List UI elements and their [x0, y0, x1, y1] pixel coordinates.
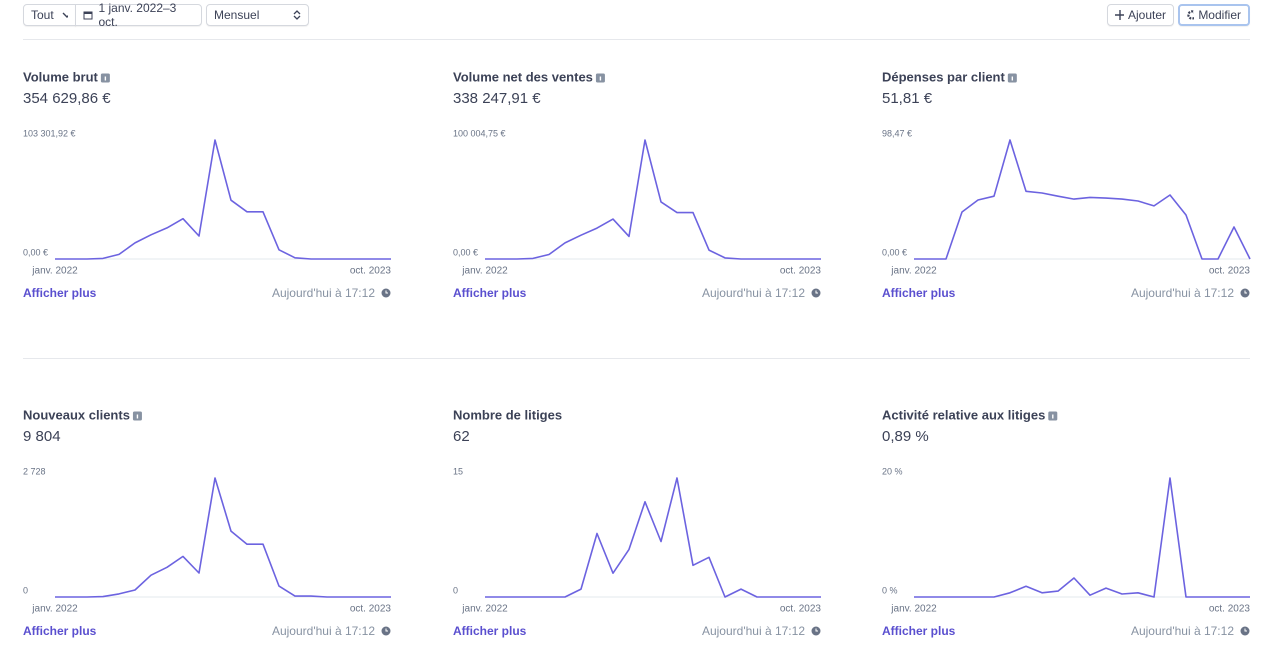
edit-button[interactable]: Modifier: [1178, 4, 1250, 26]
chart: Nouveaux clients 9 804 0 2 728 janv. 2022 oct…: [23, 407, 392, 638]
filter-select[interactable]: Tout: [23, 4, 76, 26]
metric-card: Nombre de litiges 62 0 15 janv. 2022 oct. 202…: [453, 403, 823, 643]
date-range-button[interactable]: 1 janv. 2022–3 oct.: [75, 1, 202, 29]
card-title: Volume brut: [23, 69, 99, 84]
y-tick-label: 0,00 €: [453, 247, 478, 257]
clock-hands: [815, 628, 818, 632]
y-tick-label: 2 728: [23, 466, 46, 476]
y-tick-label: 0: [23, 585, 28, 595]
more-link[interactable]: Afficher plus: [23, 286, 97, 300]
line-series: [485, 139, 821, 260]
chart: Activité relative aux litiges 0,89 % 0 % 20…: [882, 407, 1251, 638]
line-series: [914, 477, 1250, 598]
line-series: [55, 139, 391, 260]
x-tick-label: oct. 2023: [1209, 266, 1251, 277]
divider: [23, 358, 1250, 359]
card-title: Activité relative aux litiges: [882, 407, 1045, 422]
y-tick-label: 15: [453, 466, 463, 476]
metric-card: Activité relative aux litiges 0,89 % 0 % 20…: [882, 403, 1252, 643]
updown-icon: [293, 10, 301, 20]
card-title: Nouveaux clients: [23, 407, 130, 422]
chart: Dépenses par client 51,81 € 0,00 € 98,47 € j…: [882, 69, 1251, 300]
y-tick-label: 0,00 €: [23, 247, 48, 257]
clock-hands: [385, 290, 388, 294]
updated-time: Aujourd'hui à 17:12: [272, 286, 375, 300]
metric-card: Volume brut 354 629,86 € 0,00 € 103 301,92 …: [23, 65, 393, 305]
x-tick-label: janv. 2022: [31, 604, 78, 615]
updated-time: Aujourd'hui à 17:12: [272, 624, 375, 638]
clock-hands: [385, 628, 388, 632]
calendar-icon: [83, 11, 93, 20]
clock-hands: [1244, 628, 1247, 632]
chevron-icon: [62, 12, 68, 18]
line-series: [485, 477, 821, 598]
x-tick-label: oct. 2023: [780, 604, 822, 615]
x-tick-label: oct. 2023: [1209, 604, 1251, 615]
card-total: 62: [453, 428, 470, 445]
more-link[interactable]: Afficher plus: [453, 624, 527, 638]
card-total: 0,89 %: [882, 428, 929, 445]
y-tick-label: 103 301,92 €: [23, 128, 76, 138]
x-tick-label: janv. 2022: [890, 266, 937, 277]
updated-time: Aujourd'hui à 17:12: [1131, 286, 1234, 300]
edit-label: Modifier: [1198, 8, 1241, 22]
clock-hands: [815, 290, 818, 294]
line-series: [55, 477, 391, 598]
x-tick-label: janv. 2022: [461, 604, 508, 615]
chart: Volume brut 354 629,86 € 0,00 € 103 301,92 …: [23, 69, 392, 300]
x-tick-label: janv. 2022: [31, 266, 78, 277]
updated-time: Aujourd'hui à 17:12: [1131, 624, 1234, 638]
divider: [23, 39, 1250, 40]
metric-card: Nouveaux clients 9 804 0 2 728 janv. 2022 oct…: [23, 403, 393, 643]
more-link[interactable]: Afficher plus: [882, 286, 956, 300]
y-tick-label: 0,00 €: [882, 247, 907, 257]
y-tick-label: 0: [453, 585, 458, 595]
chart: Volume net des ventes 338 247,91 € 0,00 € 1…: [453, 69, 822, 300]
add-button[interactable]: Ajouter: [1107, 4, 1174, 26]
x-tick-label: janv. 2022: [890, 604, 937, 615]
card-title: Nombre de litiges: [453, 407, 562, 422]
x-tick-label: oct. 2023: [350, 604, 392, 615]
card-total: 51,81 €: [882, 90, 933, 107]
x-tick-label: janv. 2022: [461, 266, 508, 277]
filter-label: Tout: [31, 8, 54, 22]
x-tick-label: oct. 2023: [780, 266, 822, 277]
card-total: 9 804: [23, 428, 61, 445]
updated-time: Aujourd'hui à 17:12: [702, 624, 805, 638]
updated-time: Aujourd'hui à 17:12: [702, 286, 805, 300]
more-link[interactable]: Afficher plus: [23, 624, 97, 638]
gear-icon: [1187, 10, 1195, 20]
plus-icon: [1115, 10, 1124, 20]
card-total: 338 247,91 €: [453, 90, 541, 107]
line-series: [914, 139, 1251, 260]
interval-label: Mensuel: [214, 8, 260, 22]
date-range-label: 1 janv. 2022–3 oct.: [98, 1, 177, 29]
metric-card: Volume net des ventes 338 247,91 € 0,00 € 1…: [453, 65, 823, 305]
more-link[interactable]: Afficher plus: [453, 286, 527, 300]
y-tick-label: 0 %: [882, 585, 898, 595]
y-tick-label: 20 %: [882, 466, 903, 476]
interval-select[interactable]: Mensuel: [206, 4, 309, 26]
x-tick-label: oct. 2023: [350, 266, 392, 277]
clock-hands: [1244, 290, 1247, 294]
card-title: Dépenses par client: [882, 69, 1005, 84]
add-label: Ajouter: [1127, 8, 1166, 22]
metric-card: Dépenses par client 51,81 € 0,00 € 98,47 € j…: [882, 65, 1252, 305]
y-tick-label: 100 004,75 €: [453, 128, 506, 138]
card-title: Volume net des ventes: [453, 69, 593, 84]
card-total: 354 629,86 €: [23, 90, 111, 107]
y-tick-label: 98,47 €: [882, 128, 912, 138]
chart: Nombre de litiges 62 0 15 janv. 2022 oct. 202…: [453, 407, 822, 638]
more-link[interactable]: Afficher plus: [882, 624, 956, 638]
